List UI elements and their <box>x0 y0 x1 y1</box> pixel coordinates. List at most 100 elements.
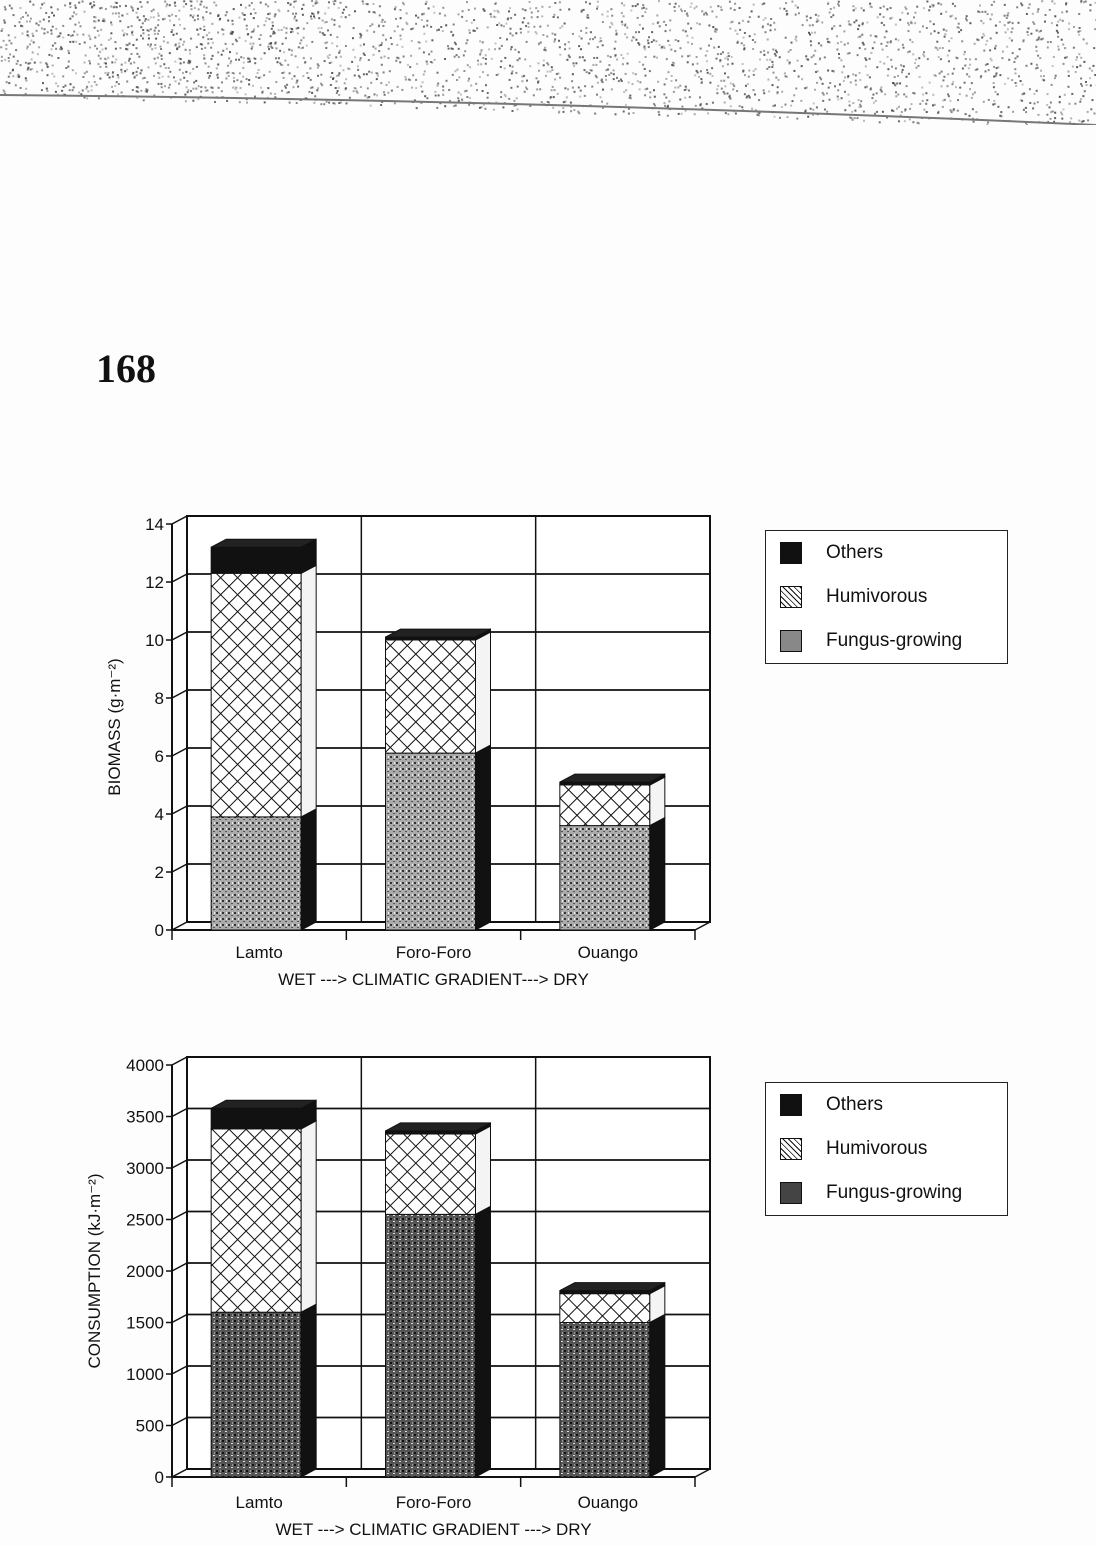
bar-side-fungus-growing <box>300 808 317 931</box>
bar-segment-humivorous <box>210 1128 302 1313</box>
legend-label: Humivorous <box>826 586 928 607</box>
x-tick-label: Lamto <box>236 943 283 962</box>
legend-label: Fungus-growing <box>826 630 963 651</box>
y-tick-label: 14 <box>145 515 164 534</box>
y-axis-title: BIOMASS (g·m⁻²) <box>105 658 124 795</box>
grid-diagonal <box>171 863 188 873</box>
grid-diagonal <box>171 1056 188 1066</box>
x-tick-label: Lamto <box>236 1493 283 1512</box>
grid-diagonal <box>171 805 188 815</box>
y-tick-label: 500 <box>136 1417 164 1436</box>
y-tick-label: 0 <box>155 921 164 940</box>
bar-segment-fungus-growing <box>210 816 302 931</box>
x-tick-label: Foro-Foro <box>396 943 472 962</box>
grid-diagonal <box>171 1107 188 1118</box>
grid-diagonal <box>171 1313 188 1324</box>
bar-side-humivorous <box>300 564 317 818</box>
swatch-crosshatch-icon <box>780 586 802 608</box>
y-tick-label: 3500 <box>126 1108 164 1127</box>
bar-top <box>559 773 666 783</box>
bar-side-fungus-growing <box>649 1313 666 1478</box>
grid-diagonal <box>171 1416 188 1427</box>
legend-label: Others <box>826 542 884 563</box>
bar-side-humivorous <box>475 631 491 754</box>
y-tick-label: 1500 <box>126 1314 164 1333</box>
bar-segment-others <box>210 546 302 574</box>
floor-edge <box>694 921 711 931</box>
bar-top <box>385 1122 491 1132</box>
legend-consumption: Others Humivorous Fungus-growing <box>765 1082 1008 1216</box>
legend-label: Others <box>826 1094 884 1115</box>
bar-segment-fungus-growing <box>210 1311 302 1478</box>
bar-top <box>210 1099 317 1109</box>
swatch-solid-icon <box>780 1094 802 1116</box>
y-axis-title: CONSUMPTION (kJ·m⁻²) <box>85 1173 104 1368</box>
y-tick-label: 12 <box>145 573 164 592</box>
y-tick-label: 2000 <box>126 1262 164 1281</box>
chart-0: 0 2 4 6 8 10 12 14 Lamto Foro-Foro Ouango WET ---> … <box>105 515 711 989</box>
x-tick-label: Foro-Foro <box>396 1493 472 1512</box>
legend-item-fungus-growing: Fungus-growing <box>766 1171 1007 1215</box>
grid-diagonal <box>171 689 188 699</box>
grid-diagonal <box>171 573 188 583</box>
bar-segment-fungus-growing <box>385 752 476 931</box>
bar-segment-fungus-growing <box>385 1213 476 1478</box>
bar-side-fungus-growing <box>475 744 491 931</box>
x-axis-title: WET ---> CLIMATIC GRADIENT---> DRY <box>278 970 589 989</box>
grid-diagonal <box>171 1262 188 1272</box>
bar-segment-fungus-growing <box>559 1322 651 1478</box>
bar-segment-others <box>210 1107 302 1130</box>
bar-side-fungus-growing <box>300 1303 317 1478</box>
y-tick-label: 2 <box>155 863 164 882</box>
bar-side-humivorous <box>475 1125 491 1216</box>
legend-item-others: Others <box>766 1083 1007 1127</box>
floor-edge <box>694 1468 711 1478</box>
grid-diagonal <box>171 1365 188 1375</box>
y-tick-label: 6 <box>155 747 164 766</box>
y-tick-label: 10 <box>145 631 164 650</box>
bar-segment-humivorous <box>210 572 302 818</box>
legend-item-fungus-growing: Fungus-growing <box>766 619 1007 663</box>
swatch-crosshatch-icon <box>780 1138 802 1160</box>
y-tick-label: 8 <box>155 689 164 708</box>
swatch-stipple-icon <box>780 630 802 652</box>
bar-segment-humivorous <box>385 1133 476 1215</box>
grid-diagonal <box>171 1468 188 1478</box>
grid-diagonal <box>171 1210 188 1221</box>
y-tick-label: 1000 <box>126 1365 164 1384</box>
bar-side-humivorous <box>300 1120 317 1314</box>
bar-side-fungus-growing <box>475 1205 491 1478</box>
scan-noise-band <box>0 0 1096 125</box>
legend-item-humivorous: Humivorous <box>766 1127 1007 1171</box>
swatch-solid-icon <box>780 542 802 564</box>
x-tick-label: Ouango <box>578 1493 639 1512</box>
grid-diagonal <box>171 1159 188 1169</box>
bar-segment-humivorous <box>385 639 476 754</box>
bar-top <box>210 538 317 548</box>
grid-diagonal <box>171 515 188 525</box>
y-tick-label: 4 <box>155 805 164 824</box>
y-tick-label: 4000 <box>126 1056 164 1075</box>
bar-segment-humivorous <box>559 1293 651 1324</box>
legend-item-others: Others <box>766 531 1007 575</box>
y-tick-label: 2500 <box>126 1211 164 1230</box>
legend-label: Fungus-growing <box>826 1182 963 1203</box>
bar-top <box>385 628 491 638</box>
bar-segment-fungus-growing <box>559 825 651 931</box>
swatch-stipple-icon <box>780 1182 802 1204</box>
legend-item-humivorous: Humivorous <box>766 575 1007 619</box>
legend-label: Humivorous <box>826 1138 928 1159</box>
bar-side-fungus-growing <box>649 816 666 931</box>
x-tick-label: Ouango <box>578 943 639 962</box>
grid-diagonal <box>171 921 188 931</box>
chart-1: 0 500 1000 1500 2000 2500 3000 3500 4000 Lamto For… <box>85 1056 711 1539</box>
grid-diagonal <box>171 631 188 641</box>
y-tick-label: 3000 <box>126 1159 164 1178</box>
grid-diagonal <box>171 747 188 757</box>
bar-top <box>559 1282 666 1292</box>
x-axis-title: WET ---> CLIMATIC GRADIENT ---> DRY <box>275 1520 591 1539</box>
legend-biomass: Others Humivorous Fungus-growing <box>765 530 1008 664</box>
y-tick-label: 0 <box>155 1468 164 1487</box>
